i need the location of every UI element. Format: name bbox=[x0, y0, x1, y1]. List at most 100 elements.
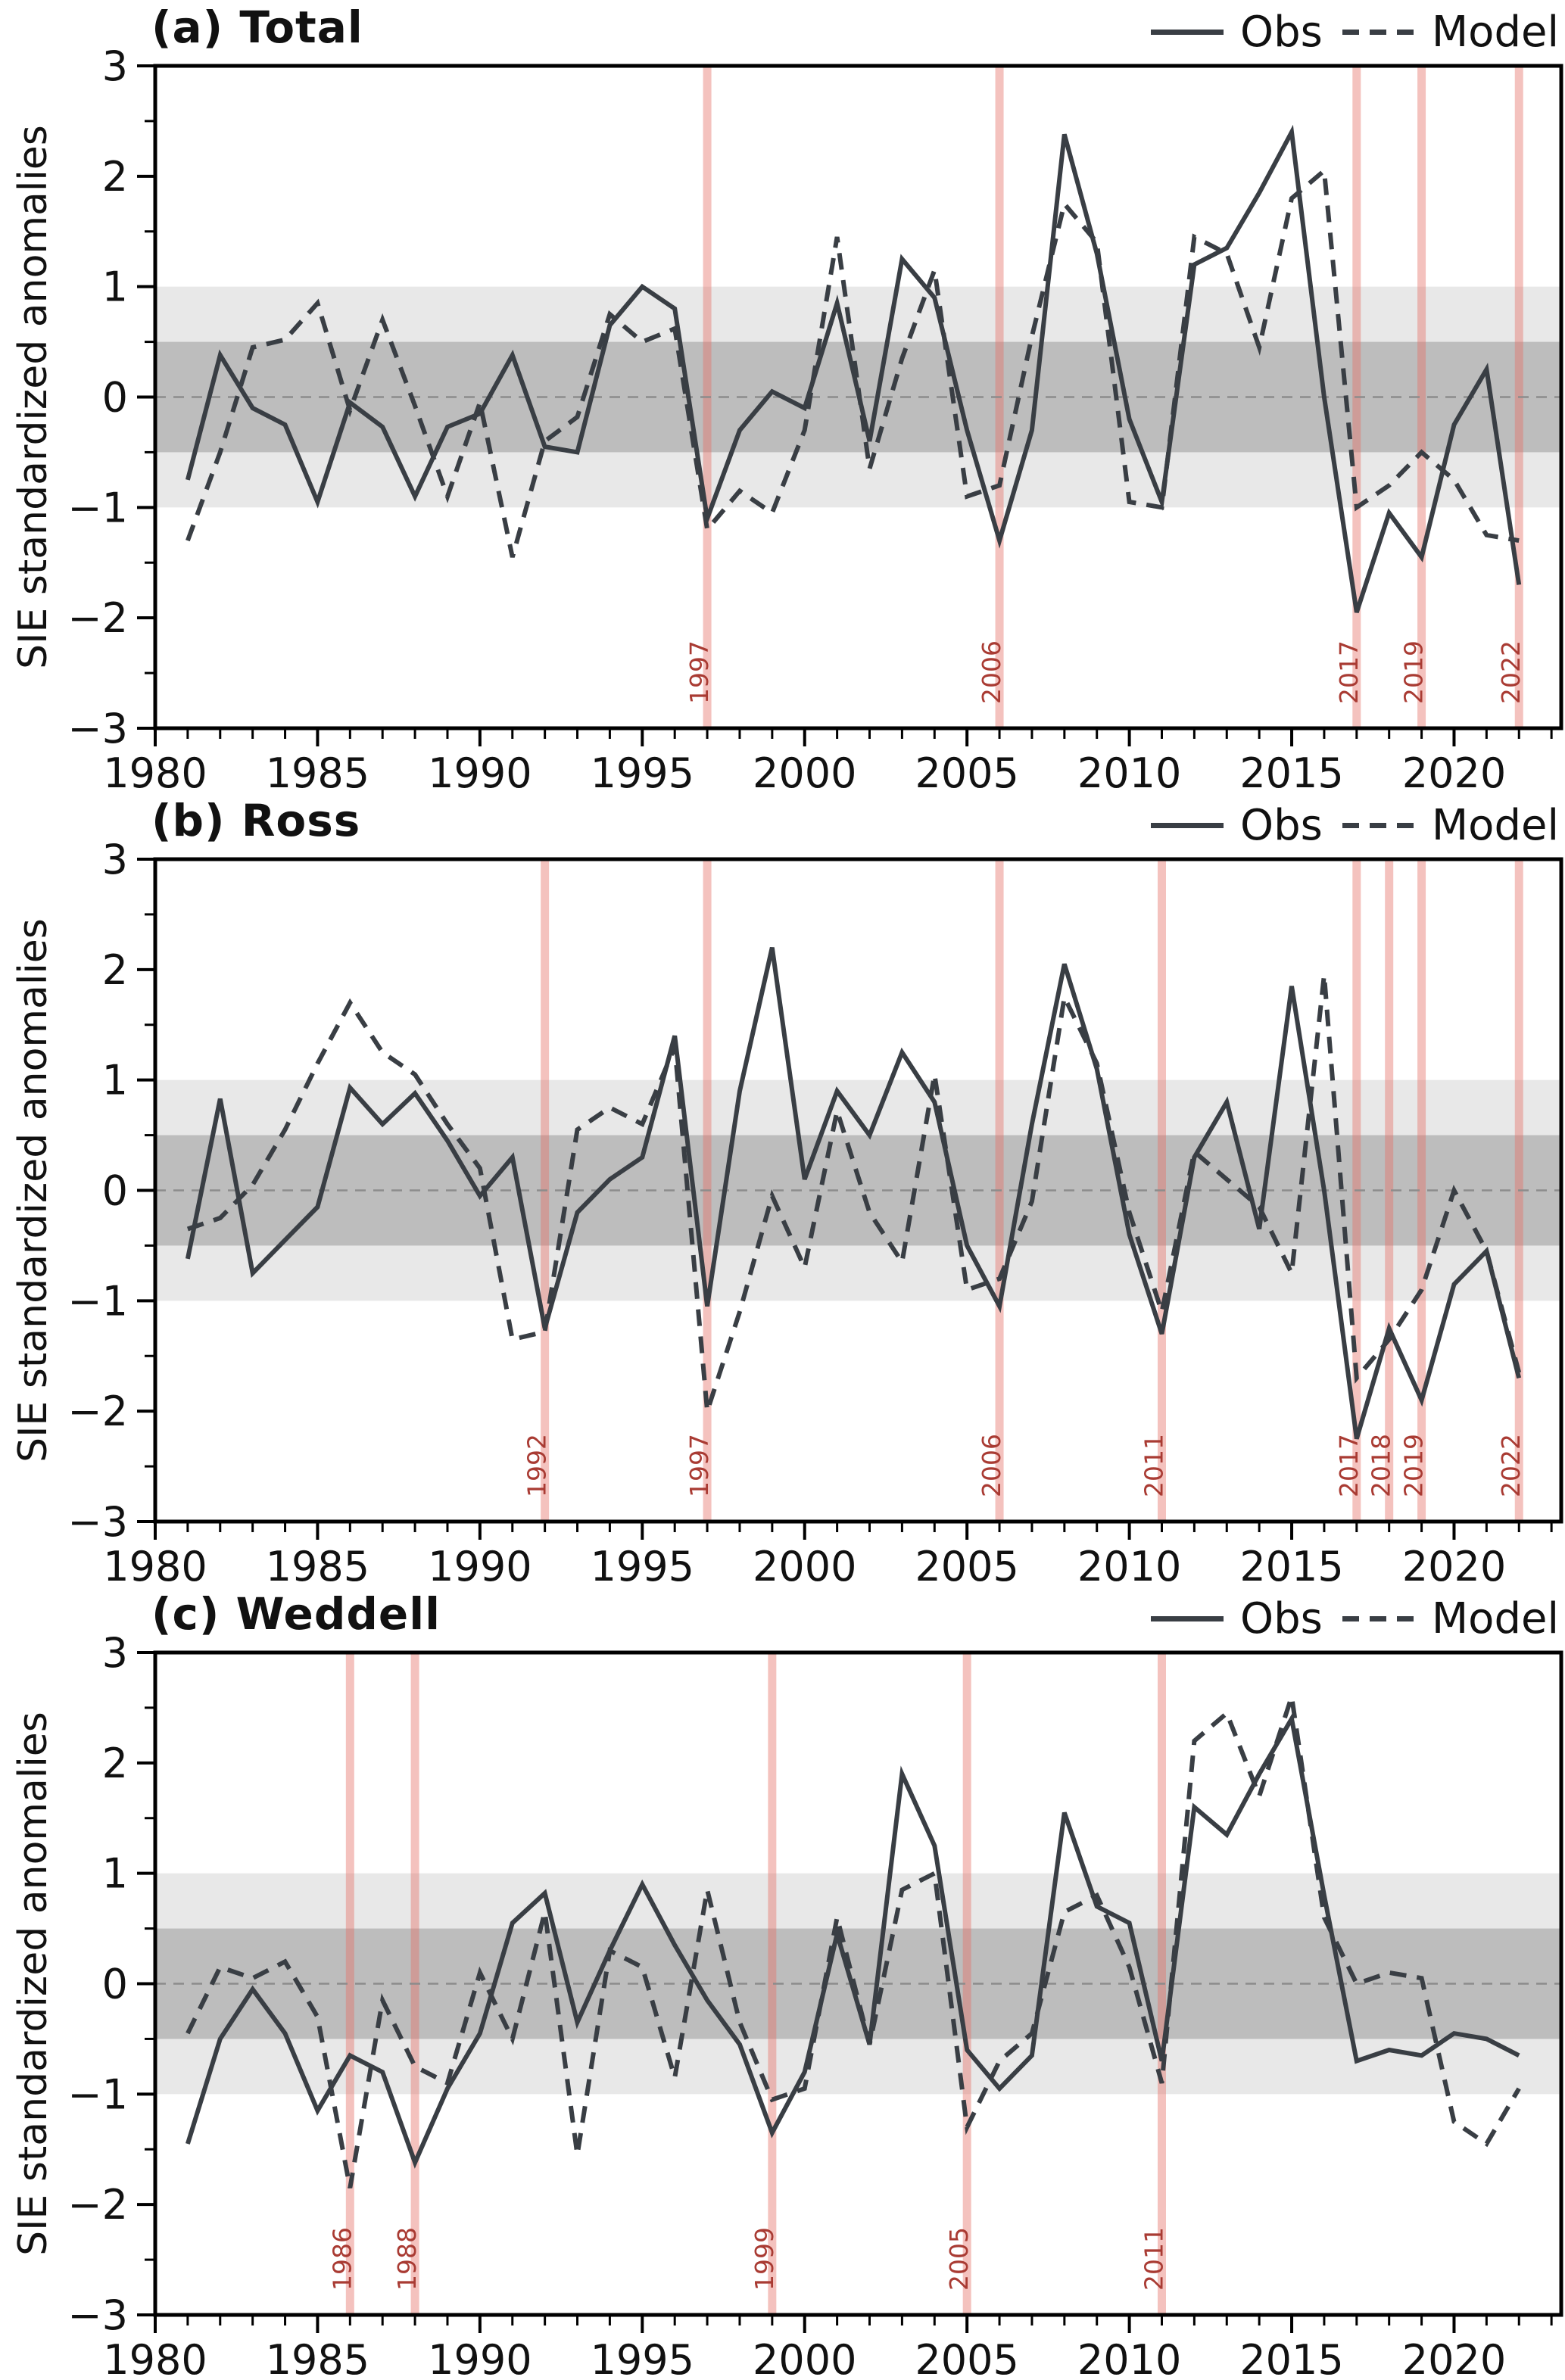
panel-title: (b) Ross bbox=[151, 795, 361, 846]
x-tick-label-2010: 2010 bbox=[1077, 1543, 1181, 1587]
x-tick-label-2015: 2015 bbox=[1239, 749, 1343, 793]
event-label-2017: 2017 bbox=[1334, 640, 1364, 704]
model-line-swatch-icon bbox=[1342, 1616, 1415, 1621]
obs-line bbox=[185, 124, 1522, 613]
legend: Obs Model bbox=[1151, 1594, 1559, 1643]
x-tick-label-2010: 2010 bbox=[1077, 2336, 1181, 2380]
x-tick-label-1980: 1980 bbox=[103, 749, 207, 793]
x-tick-label-1995: 1995 bbox=[591, 1543, 694, 1587]
event-label-2006: 2006 bbox=[977, 640, 1006, 704]
y-tick-label--3: −3 bbox=[67, 2291, 128, 2339]
y-tick-label-1: 1 bbox=[102, 1057, 128, 1104]
band-inner bbox=[155, 1135, 1561, 1246]
legend-model-label: Model bbox=[1431, 8, 1559, 57]
event-line-1999 bbox=[768, 1653, 777, 2315]
x-tick-label-2015: 2015 bbox=[1239, 2336, 1343, 2380]
obs-line-swatch-icon bbox=[1151, 823, 1224, 828]
x-tick-label-1995: 1995 bbox=[591, 2336, 694, 2380]
legend: Obs Model bbox=[1151, 8, 1559, 57]
y-tick-label--3: −3 bbox=[67, 1498, 128, 1546]
plot-ross: 1992 1997 2006 2011 2017 2018 2019 2022 1980 1985… bbox=[67, 836, 1563, 1587]
y-tick-label-2: 2 bbox=[102, 1740, 128, 1787]
legend-entry-model: Model bbox=[1342, 8, 1559, 57]
event-label-2017: 2017 bbox=[1334, 1434, 1364, 1497]
y-tick-label-3: 3 bbox=[102, 836, 128, 883]
y-tick-label-2: 2 bbox=[102, 946, 128, 994]
event-label-2019: 2019 bbox=[1399, 1434, 1429, 1497]
model-line bbox=[186, 974, 1522, 1413]
x-tick-label-1985: 1985 bbox=[266, 749, 369, 793]
y-tick-label-2: 2 bbox=[102, 153, 128, 201]
x-tick-label-1990: 1990 bbox=[428, 749, 532, 793]
panel-title: (c) Weddell bbox=[151, 1588, 441, 1640]
event-label-2018: 2018 bbox=[1367, 1434, 1396, 1497]
x-tick-label-1990: 1990 bbox=[428, 2336, 532, 2380]
event-label-1992: 1992 bbox=[522, 1434, 552, 1497]
y-tick-label-1: 1 bbox=[102, 1850, 128, 1898]
x-tick-label-2020: 2020 bbox=[1402, 749, 1506, 793]
event-label-2019: 2019 bbox=[1399, 640, 1429, 704]
event-line-2005 bbox=[962, 1653, 971, 2315]
x-tick-label-1980: 1980 bbox=[103, 1543, 207, 1587]
y-tick-label--1: −1 bbox=[67, 1277, 128, 1325]
plot-total: 1997 2006 2017 2019 2022 1980 1985 1990 1995 2000… bbox=[67, 42, 1563, 793]
y-tick-label--2: −2 bbox=[67, 594, 128, 642]
y-tick-label--1: −1 bbox=[67, 484, 128, 531]
x-tick-label-2000: 2000 bbox=[753, 2336, 856, 2380]
legend-model-label: Model bbox=[1431, 801, 1559, 850]
plot-weddell: 1986 1988 1999 2005 2011 1980 1985 1990 1995 2000… bbox=[67, 1629, 1563, 2380]
event-line-1986 bbox=[345, 1653, 354, 2315]
y-tick-label-1: 1 bbox=[102, 263, 128, 311]
x-tick-label-1980: 1980 bbox=[103, 2336, 207, 2380]
x-tick-label-1990: 1990 bbox=[428, 1543, 532, 1587]
x-tick-label-2000: 2000 bbox=[753, 749, 856, 793]
event-line-2019 bbox=[1417, 66, 1426, 728]
y-tick-label--3: −3 bbox=[67, 705, 128, 752]
x-tick-label-1995: 1995 bbox=[591, 749, 694, 793]
event-line-2018 bbox=[1385, 859, 1394, 1522]
legend-entry-obs: Obs bbox=[1151, 1594, 1323, 1643]
y-tick-label-0: 0 bbox=[102, 1167, 128, 1215]
legend-entry-model: Model bbox=[1342, 801, 1559, 850]
event-label-1986: 1986 bbox=[327, 2227, 357, 2291]
legend-obs-label: Obs bbox=[1240, 801, 1323, 850]
event-label-2011: 2011 bbox=[1139, 2227, 1168, 2291]
legend-entry-obs: Obs bbox=[1151, 8, 1323, 57]
x-tick-label-2020: 2020 bbox=[1402, 1543, 1506, 1587]
y-tick-label--1: −1 bbox=[67, 2070, 128, 2118]
x-tick-label-2010: 2010 bbox=[1077, 749, 1181, 793]
model-line bbox=[185, 1696, 1521, 2188]
x-tick-label-2005: 2005 bbox=[915, 2336, 1018, 2380]
event-label-2022: 2022 bbox=[1496, 640, 1526, 704]
event-label-1997: 1997 bbox=[684, 1434, 714, 1497]
x-tick-label-2000: 2000 bbox=[753, 1543, 856, 1587]
model-line-swatch-icon bbox=[1342, 823, 1415, 828]
panel-weddell: (c) Weddell Obs Model SIE standardized a… bbox=[0, 1587, 1565, 2380]
x-tick-label-2015: 2015 bbox=[1239, 1543, 1343, 1587]
obs-line bbox=[185, 947, 1522, 1440]
legend-obs-label: Obs bbox=[1240, 1594, 1323, 1643]
x-tick-label-2020: 2020 bbox=[1402, 2336, 1506, 2380]
model-line-swatch-icon bbox=[1342, 30, 1415, 35]
model-line bbox=[185, 166, 1520, 558]
legend-model-label: Model bbox=[1431, 1594, 1559, 1643]
y-tick-label-0: 0 bbox=[102, 1961, 128, 2008]
legend-entry-obs: Obs bbox=[1151, 801, 1323, 850]
panel-ross: (b) Ross Obs Model SIE standardized anom… bbox=[0, 793, 1565, 1587]
legend-entry-model: Model bbox=[1342, 1594, 1559, 1643]
event-line-2019 bbox=[1417, 859, 1426, 1522]
event-label-1999: 1999 bbox=[750, 2227, 779, 2291]
y-tick-label-0: 0 bbox=[102, 374, 128, 422]
event-label-1997: 1997 bbox=[684, 640, 714, 704]
panel-total: (a) Total Obs Model SIE standardized ano… bbox=[0, 0, 1565, 793]
y-tick-label--2: −2 bbox=[67, 1388, 128, 1435]
y-tick-label-3: 3 bbox=[102, 42, 128, 90]
event-label-2006: 2006 bbox=[977, 1434, 1006, 1497]
x-tick-label-1985: 1985 bbox=[266, 1543, 369, 1587]
x-tick-label-2005: 2005 bbox=[915, 1543, 1018, 1587]
obs-line-swatch-icon bbox=[1151, 30, 1224, 35]
event-label-2005: 2005 bbox=[944, 2227, 974, 2291]
y-tick-label--2: −2 bbox=[67, 2181, 128, 2229]
event-label-1988: 1988 bbox=[392, 2227, 422, 2291]
